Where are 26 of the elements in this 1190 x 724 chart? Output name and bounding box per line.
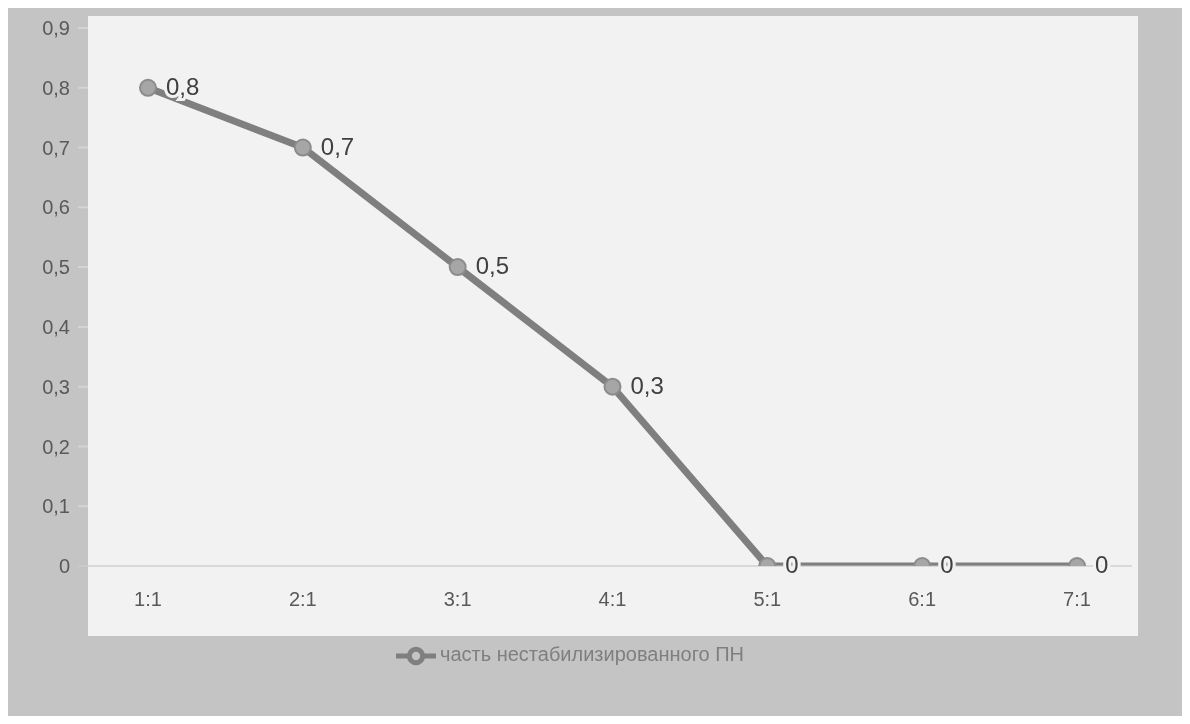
point <box>139 78 157 97</box>
x-tick-label: 7:1 <box>1063 588 1091 611</box>
data-label: 0 <box>1095 551 1109 578</box>
y-tick-label: 0,6 <box>42 196 70 219</box>
y-tick-label: 0,9 <box>42 17 70 40</box>
y-tick-label: 0,7 <box>42 136 70 159</box>
y-tick-label: 0,8 <box>42 76 70 99</box>
y-tick-label: 0,4 <box>42 315 70 338</box>
y-tick-label: 0,1 <box>42 495 70 518</box>
x-tick-label: 3:1 <box>443 588 472 611</box>
x-tick-label: 1:1 <box>134 588 162 611</box>
x-tick-label: 4:1 <box>598 588 627 611</box>
data-label: 0,3 <box>630 371 664 399</box>
y-tick-label: 0,5 <box>42 256 70 279</box>
y-tick-label: 0,3 <box>42 375 70 398</box>
point <box>448 258 467 277</box>
x-tick-label: 5:1 <box>753 588 782 611</box>
data-label: 0,5 <box>475 252 510 280</box>
y-tick-label: 0 <box>58 555 70 578</box>
data-label: 0,8 <box>166 72 200 100</box>
y-tick-label: 0,2 <box>42 435 70 458</box>
point <box>293 138 312 157</box>
x-tick-label: 2:1 <box>288 588 317 611</box>
x-tick-label: 6:1 <box>908 588 937 611</box>
legend-label: часть нестабилизированного ПН <box>439 643 745 666</box>
data-label: 0,7 <box>320 132 355 160</box>
